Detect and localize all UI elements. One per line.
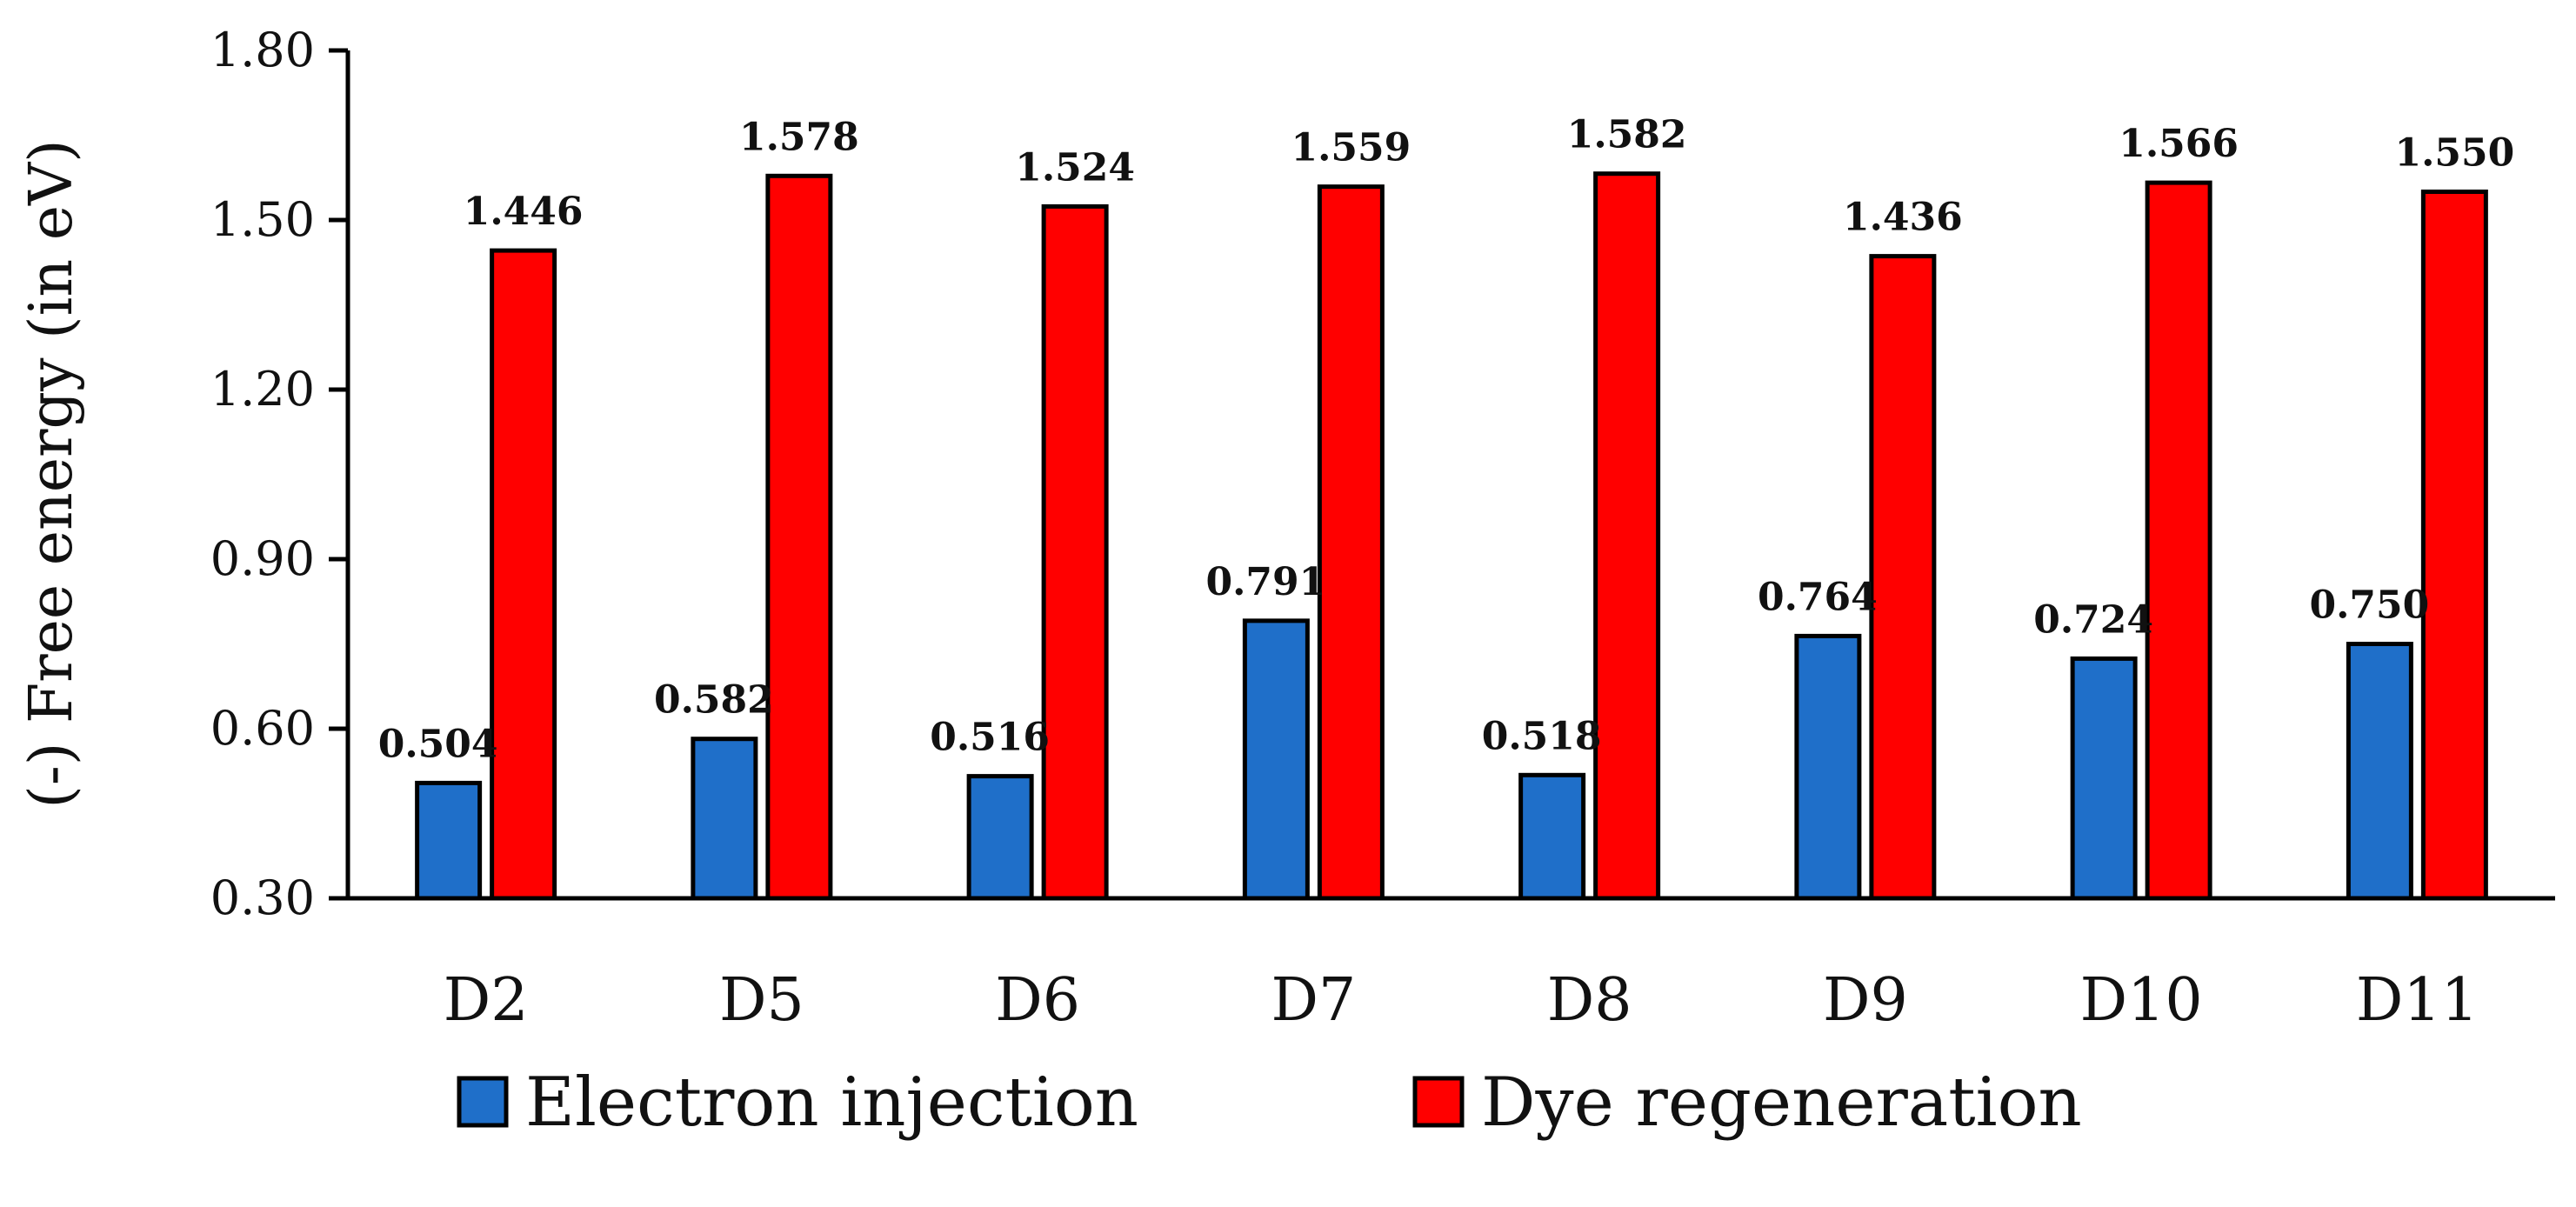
legend-item-electron-injection: Electron injection — [457, 1064, 1138, 1142]
data-label-electron-injection-d5: 0.582 — [654, 678, 774, 723]
data-label-electron-injection-d11: 0.750 — [2309, 583, 2429, 628]
y-tick-label-3: 1.20 — [210, 362, 315, 417]
bar-dye-regeneration-d6 — [1041, 203, 1109, 901]
bar-dye-regeneration-d7 — [1317, 184, 1385, 901]
bar-dye-regeneration-d5 — [765, 173, 833, 901]
y-tick-label-1: 0.60 — [210, 701, 315, 756]
data-label-electron-injection-d7: 0.791 — [1205, 560, 1325, 604]
data-label-dye-regeneration-d5: 1.578 — [739, 115, 859, 159]
y-axis-title-group: (-) Free energy (in eV) — [17, 139, 86, 808]
x-category-d2: D2 — [444, 966, 529, 1035]
x-category-d6: D6 — [995, 966, 1080, 1035]
x-category-d5: D5 — [719, 966, 804, 1035]
legend: Electron injection Dye regeneration — [457, 1064, 2082, 1142]
legend-label-electron-injection: Electron injection — [525, 1064, 1138, 1142]
x-category-d11: D11 — [2356, 966, 2479, 1035]
x-category-d8: D8 — [1547, 966, 1632, 1035]
axes — [345, 50, 2555, 901]
bar-electron-injection-d2 — [415, 780, 483, 901]
bar-dye-regeneration-d9 — [1869, 254, 1937, 901]
data-label-electron-injection-d8: 0.518 — [1482, 714, 1602, 758]
y-axis-ticks: 0.30 0.60 0.90 1.20 1.50 1.80 — [210, 23, 348, 925]
y-tick-label-0: 0.30 — [210, 870, 315, 925]
data-label-electron-injection-d2: 0.504 — [378, 722, 498, 766]
data-label-dye-regeneration-d10: 1.566 — [2119, 122, 2239, 166]
data-labels: 0.504 1.446 0.582 1.578 0.516 1.524 0.791 1.559… — [378, 113, 2515, 767]
bar-electron-injection-d11 — [2346, 642, 2413, 901]
data-label-dye-regeneration-d2: 1.446 — [464, 190, 584, 234]
bar-dye-regeneration-d8 — [1593, 171, 1661, 901]
x-category-d7: D7 — [1271, 966, 1356, 1035]
bar-dye-regeneration-d11 — [2420, 190, 2488, 901]
data-label-dye-regeneration-d9: 1.436 — [1843, 196, 1963, 240]
x-axis-categories: D2 D5 D6 D7 D8 D9 D10 D11 — [444, 966, 2479, 1035]
data-label-dye-regeneration-d11: 1.550 — [2394, 131, 2514, 176]
y-axis-title: (-) Free energy (in eV) — [17, 139, 86, 808]
data-label-dye-regeneration-d7: 1.559 — [1291, 126, 1411, 170]
bar-electron-injection-d10 — [2070, 656, 2138, 901]
y-tick-label-5: 1.80 — [210, 23, 315, 77]
legend-item-dye-regeneration: Dye regeneration — [1412, 1064, 2082, 1142]
data-label-dye-regeneration-d8: 1.582 — [1567, 113, 1687, 157]
bar-electron-injection-d8 — [1518, 772, 1586, 901]
x-category-d10: D10 — [2080, 966, 2203, 1035]
legend-label-dye-regeneration: Dye regeneration — [1481, 1064, 2082, 1142]
bar-electron-injection-d7 — [1242, 618, 1310, 901]
y-tick-label-4: 1.50 — [210, 192, 315, 247]
y-tick-label-2: 0.90 — [210, 531, 315, 586]
bar-electron-injection-d6 — [966, 774, 1034, 901]
bar-electron-injection-d5 — [691, 737, 758, 901]
legend-swatch-electron-injection — [457, 1076, 509, 1128]
bar-dye-regeneration-d10 — [2145, 180, 2212, 901]
data-label-electron-injection-d6: 0.516 — [930, 716, 1050, 760]
legend-swatch-dye-regeneration — [1412, 1076, 1465, 1128]
data-label-electron-injection-d10: 0.724 — [2033, 597, 2153, 642]
data-label-dye-regeneration-d6: 1.524 — [1015, 145, 1135, 190]
data-label-electron-injection-d9: 0.764 — [1758, 575, 1878, 619]
bars — [415, 171, 2488, 901]
bar-dye-regeneration-d2 — [490, 248, 557, 901]
bar-electron-injection-d9 — [1794, 633, 1862, 901]
x-category-d9: D9 — [1823, 966, 1908, 1035]
